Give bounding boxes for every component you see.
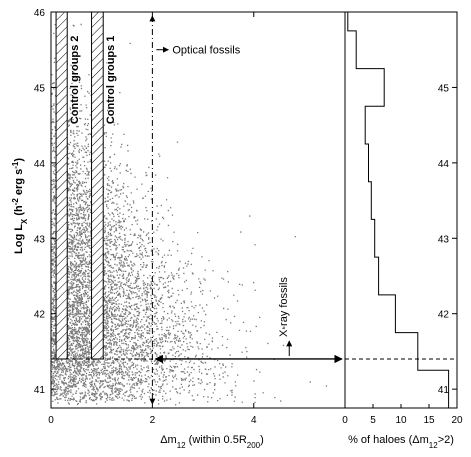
y-tick-label-3: 44 (34, 159, 46, 170)
hist-x-tick-label-1: 5 (370, 415, 376, 426)
x-tick-label-2: 4 (251, 415, 257, 426)
threshold-lines (51, 15, 345, 405)
x-axis-label: Δm12 (within 0.5R200) (160, 434, 264, 450)
y-tick-label-4: 45 (34, 83, 46, 94)
hist-x-tick-label-0: 0 (342, 415, 348, 426)
x-tick-label-1: 2 (150, 415, 156, 426)
control-group-bar-1 (55, 11, 68, 360)
hist-y-tick-label-0: 41 (438, 385, 450, 396)
step-histogram-line (347, 12, 450, 408)
hist-y-tick-label-2: 43 (438, 234, 450, 245)
y-tick-label-0: 41 (34, 385, 46, 396)
control-group-1-label: Control groups 1 (105, 36, 117, 125)
right-axes: 0 5 10 15 20 41 42 43 44 45 (342, 11, 463, 426)
hist-x-tick-label-4: 20 (451, 415, 463, 426)
hist-y-tick-label-3: 44 (438, 159, 450, 170)
x-tick-label-0: 0 (48, 415, 54, 426)
hist-y-tick-label-4: 45 (438, 83, 450, 94)
hist-y-tick-label-1: 42 (438, 310, 450, 321)
y-tick-label-2: 43 (34, 234, 46, 245)
y-tick-label-5: 46 (34, 8, 46, 19)
annotation-xray-fossils: X-ray fossils (278, 277, 290, 337)
hist-x-tick-label-2: 10 (395, 415, 407, 426)
histogram-panel: 0 5 10 15 20 41 42 43 44 45 % of haloes (Δm12>2) (342, 11, 463, 450)
control-group-2-label: Control groups 2 (69, 36, 81, 125)
histogram-x-axis-label: % of haloes (Δm12>2) (348, 434, 454, 450)
annotation-optical-fossils: Optical fossils (172, 45, 240, 57)
scatter-panel: 0 2 4 41 42 43 44 45 46 Optical fossils X-ray fo… (11, 8, 346, 450)
control-group-bar-2 (91, 11, 104, 360)
y-tick-label-1: 42 (34, 310, 46, 321)
right-frame (344, 11, 458, 409)
y-axis-label: Log LX (h-2 erg s-1) (11, 158, 29, 254)
hist-x-tick-label-3: 15 (423, 415, 435, 426)
